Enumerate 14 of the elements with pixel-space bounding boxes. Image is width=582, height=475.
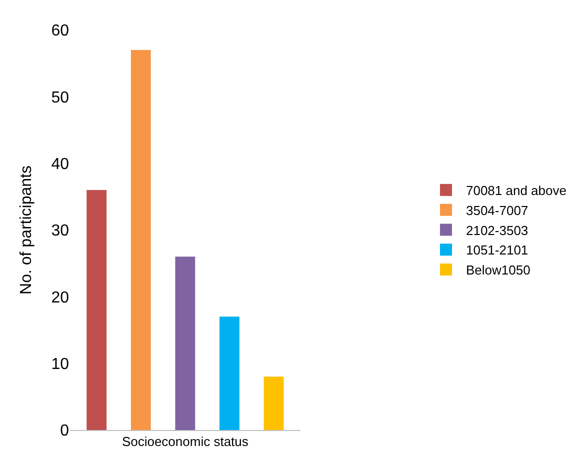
legend-label: 3504-7007 <box>466 202 528 218</box>
legend-label: 70081 and above <box>466 183 566 198</box>
y-tick-label: 30 <box>51 222 70 240</box>
y-tick-label: 40 <box>51 156 70 173</box>
y-tick-label: 20 <box>51 289 70 306</box>
legend-label: 1051-2101 <box>466 242 528 258</box>
legend-label: 2102-3503 <box>466 222 528 238</box>
y-tick-label: 50 <box>51 89 70 106</box>
x-axis-title: Socioeconomic status <box>122 434 249 450</box>
y-tick-label: 0 <box>60 422 70 440</box>
y-tick-label: 60 <box>51 22 70 40</box>
legend-label: Below1050 <box>466 262 530 278</box>
y-axis-title: No. of participants <box>18 166 36 294</box>
y-tick-label: 10 <box>51 356 70 373</box>
